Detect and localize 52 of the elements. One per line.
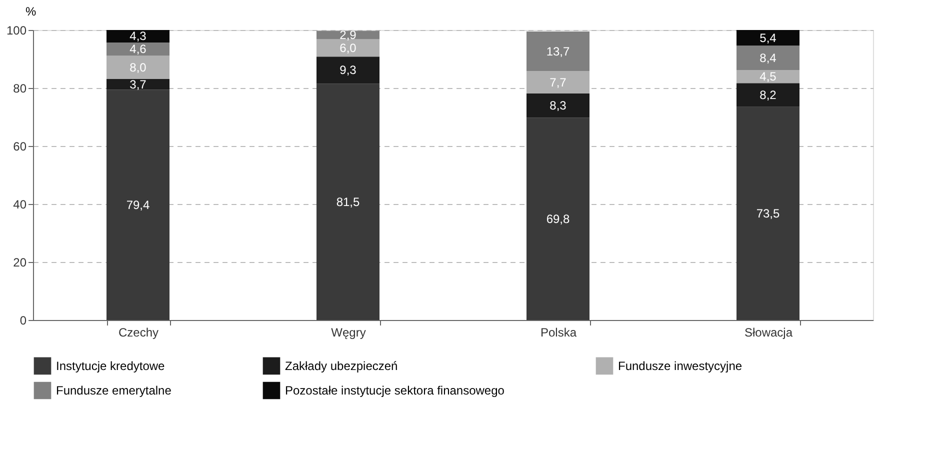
legend-label: Fundusze inwestycyjne [618,358,742,373]
bar [316,39,380,57]
x-tick-label: Czechy [118,326,159,340]
y-tick-label: 60 [13,140,27,154]
x-tick-label: Słowacja [744,326,793,340]
data-label: 13,7 [546,44,570,58]
legend-label: Zakłady ubezpieczeń [285,358,398,373]
y-axis-title: % [26,4,36,18]
data-label: 7,7 [550,75,567,90]
bar [316,30,380,40]
data-label: 4,3 [130,29,147,44]
y-tick-label: 40 [13,198,27,212]
data-label: 3,7 [130,77,147,92]
data-label: 8,4 [760,50,777,65]
legend-label: Pozostałe instytucje sektora finansowego [285,384,505,398]
data-label: 69,8 [546,212,570,226]
y-tick-label: 80 [13,82,27,96]
y-tick-label: 0 [20,314,27,328]
bar [106,90,170,320]
bar [526,118,590,320]
x-tick-label: Polska [540,326,577,340]
bar [106,79,170,90]
bar [526,31,590,72]
bar [106,42,170,56]
bar [106,56,170,80]
data-label: 6,0 [340,40,357,55]
bar [736,106,800,320]
bar [736,30,800,46]
y-tick-label: 100 [6,24,27,38]
data-label: 8,2 [760,88,777,102]
bar [526,94,590,118]
bar [106,30,170,42]
data-label: 79,4 [126,198,150,212]
legend-label: Instytucje kredytowe [56,358,166,373]
data-label: 8,0 [130,60,147,74]
bar [736,70,800,84]
legend-label: Fundusze emerytalne [56,384,172,398]
bar [316,84,380,320]
data-label: 4,6 [130,42,147,56]
x-tick-label: Węgry [331,326,366,340]
bar [736,46,800,70]
y-tick-label: 20 [13,256,27,270]
data-label: 9,3 [340,63,357,78]
data-label: 4,5 [760,70,777,84]
data-label: 5,4 [760,30,777,45]
bar [526,71,590,94]
data-label: 8,3 [550,98,567,113]
bar [316,56,380,84]
bar [736,83,800,107]
data-label: 81,5 [336,194,360,209]
data-label: 73,5 [756,206,780,220]
data-label: 2,9 [340,28,357,42]
